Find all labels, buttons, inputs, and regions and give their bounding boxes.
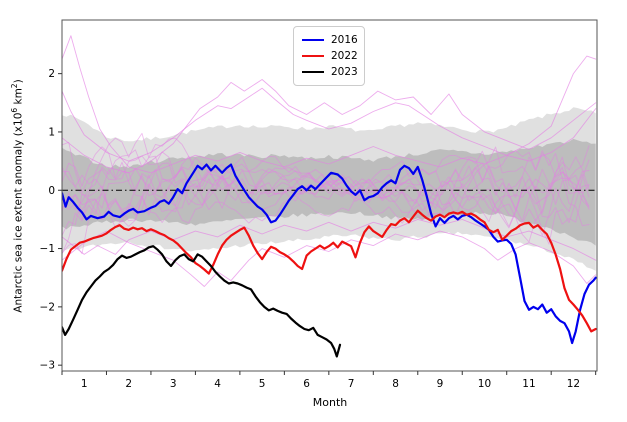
ensemble-year-line — [62, 171, 590, 255]
x-tick-label: 11 — [522, 378, 535, 390]
x-tick-label: 1 — [81, 378, 88, 390]
legend-line-swatch-2016 — [302, 39, 324, 41]
y-axis-label: Antarctic sea ice extent anomaly (x106 k… — [10, 79, 25, 312]
legend-label-2023: 2023 — [331, 65, 358, 78]
ensemble-year-line — [62, 137, 590, 227]
x-tick-label: 8 — [392, 378, 399, 390]
x-tick-label: 2 — [125, 378, 132, 390]
ensemble-year-line — [62, 87, 597, 162]
x-tick-label: 10 — [478, 378, 491, 390]
ensemble-year-line — [62, 79, 597, 174]
x-tick-label: 3 — [170, 378, 177, 390]
y-tick-label: 1 — [48, 126, 55, 138]
x-axis-label: Month — [312, 396, 348, 409]
x-tick-label: 7 — [348, 378, 355, 390]
y-axis-label-close: ) — [12, 79, 25, 84]
series-line-2023 — [62, 245, 342, 358]
ensemble-year-line — [62, 146, 590, 224]
x-tick-label: 6 — [303, 378, 310, 390]
series-line-2022 — [62, 209, 597, 333]
y-axis-label-km: km — [12, 88, 25, 108]
y-axis-label-text: Antarctic sea ice extent anomaly (x10 — [12, 112, 25, 313]
ensemble-year-line — [62, 154, 590, 225]
y-tick-label: −3 — [40, 360, 55, 372]
legend-label-2022: 2022 — [331, 49, 358, 62]
x-tick-label: 5 — [259, 378, 266, 390]
ensemble-year-line — [62, 155, 590, 236]
x-tick-label: 9 — [437, 378, 444, 390]
legend-item-2023: 2023 — [302, 64, 358, 80]
y-tick-label: 2 — [48, 68, 55, 80]
y-tick-label: 0 — [48, 185, 55, 197]
ensemble-year-line — [62, 230, 597, 287]
ensemble-year-line — [62, 145, 590, 224]
legend: 2016 2022 2023 — [293, 26, 365, 86]
ensemble-year-line — [62, 35, 597, 174]
y-axis-label-sup2: 2 — [9, 83, 19, 89]
band-inner-1sd — [62, 138, 596, 246]
x-tick-label: 12 — [567, 378, 580, 390]
legend-item-2016: 2016 — [302, 32, 358, 48]
y-tick-label: −2 — [40, 301, 55, 313]
plot-border — [61, 19, 598, 372]
ensemble-year-line — [62, 218, 597, 261]
legend-line-swatch-2022 — [302, 55, 324, 57]
legend-label-2016: 2016 — [331, 33, 358, 46]
y-tick-label: −1 — [40, 243, 55, 255]
series-line-2016 — [62, 163, 597, 345]
legend-item-2022: 2022 — [302, 48, 358, 64]
y-axis-label-sup6: 6 — [9, 107, 19, 113]
x-tick-label: 4 — [214, 378, 221, 390]
legend-line-swatch-2023 — [302, 71, 324, 73]
